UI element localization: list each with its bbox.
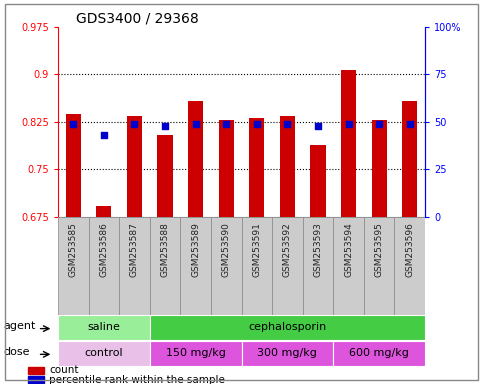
Bar <box>58 217 88 315</box>
Bar <box>119 217 150 315</box>
Text: GSM253590: GSM253590 <box>222 222 231 277</box>
Bar <box>402 101 417 217</box>
Text: control: control <box>85 348 123 358</box>
Point <box>100 132 108 138</box>
Bar <box>333 341 425 366</box>
Bar <box>211 217 242 315</box>
Point <box>284 121 291 127</box>
Point <box>70 121 77 127</box>
Text: GSM253593: GSM253593 <box>313 222 323 277</box>
Point <box>222 121 230 127</box>
Text: 150 mg/kg: 150 mg/kg <box>166 348 226 358</box>
Bar <box>66 114 81 217</box>
Point <box>345 121 353 127</box>
Bar <box>58 341 150 366</box>
Text: count: count <box>49 365 79 376</box>
Text: cephalosporin: cephalosporin <box>248 322 327 333</box>
Bar <box>28 367 44 374</box>
Text: GSM253589: GSM253589 <box>191 222 200 277</box>
Text: 600 mg/kg: 600 mg/kg <box>349 348 409 358</box>
Point <box>192 121 199 127</box>
Text: GSM253588: GSM253588 <box>160 222 170 277</box>
Text: GDS3400 / 29368: GDS3400 / 29368 <box>76 12 199 26</box>
Point <box>406 121 413 127</box>
Bar <box>127 116 142 217</box>
Bar <box>311 146 326 217</box>
Text: GSM253591: GSM253591 <box>252 222 261 277</box>
Bar <box>364 217 395 315</box>
Point <box>314 122 322 129</box>
Point <box>130 121 138 127</box>
Bar <box>333 217 364 315</box>
Text: GSM253592: GSM253592 <box>283 222 292 276</box>
Bar <box>249 118 265 217</box>
Text: 300 mg/kg: 300 mg/kg <box>257 348 317 358</box>
Text: GSM253596: GSM253596 <box>405 222 414 277</box>
Bar <box>58 315 150 340</box>
Text: agent: agent <box>3 321 35 331</box>
Bar <box>242 217 272 315</box>
Text: GSM253595: GSM253595 <box>375 222 384 277</box>
Bar <box>96 206 112 217</box>
Text: percentile rank within the sample: percentile rank within the sample <box>49 374 225 384</box>
Bar <box>88 217 119 315</box>
Bar <box>395 217 425 315</box>
Text: dose: dose <box>3 347 29 357</box>
Bar <box>180 217 211 315</box>
Point <box>253 121 261 127</box>
Bar <box>150 315 425 340</box>
Text: saline: saline <box>87 322 120 333</box>
Bar <box>157 135 173 217</box>
Point <box>161 122 169 129</box>
Text: GSM253585: GSM253585 <box>69 222 78 277</box>
Bar <box>150 217 180 315</box>
Bar <box>188 101 203 217</box>
Bar <box>272 217 303 315</box>
Text: GSM253594: GSM253594 <box>344 222 353 276</box>
Bar <box>219 120 234 217</box>
Point <box>375 121 383 127</box>
Bar <box>341 70 356 217</box>
Bar <box>280 116 295 217</box>
Bar <box>242 341 333 366</box>
Text: GSM253587: GSM253587 <box>130 222 139 277</box>
Bar <box>28 376 44 383</box>
Bar <box>371 120 387 217</box>
Bar <box>150 341 242 366</box>
Text: GSM253586: GSM253586 <box>99 222 108 277</box>
Bar <box>303 217 333 315</box>
